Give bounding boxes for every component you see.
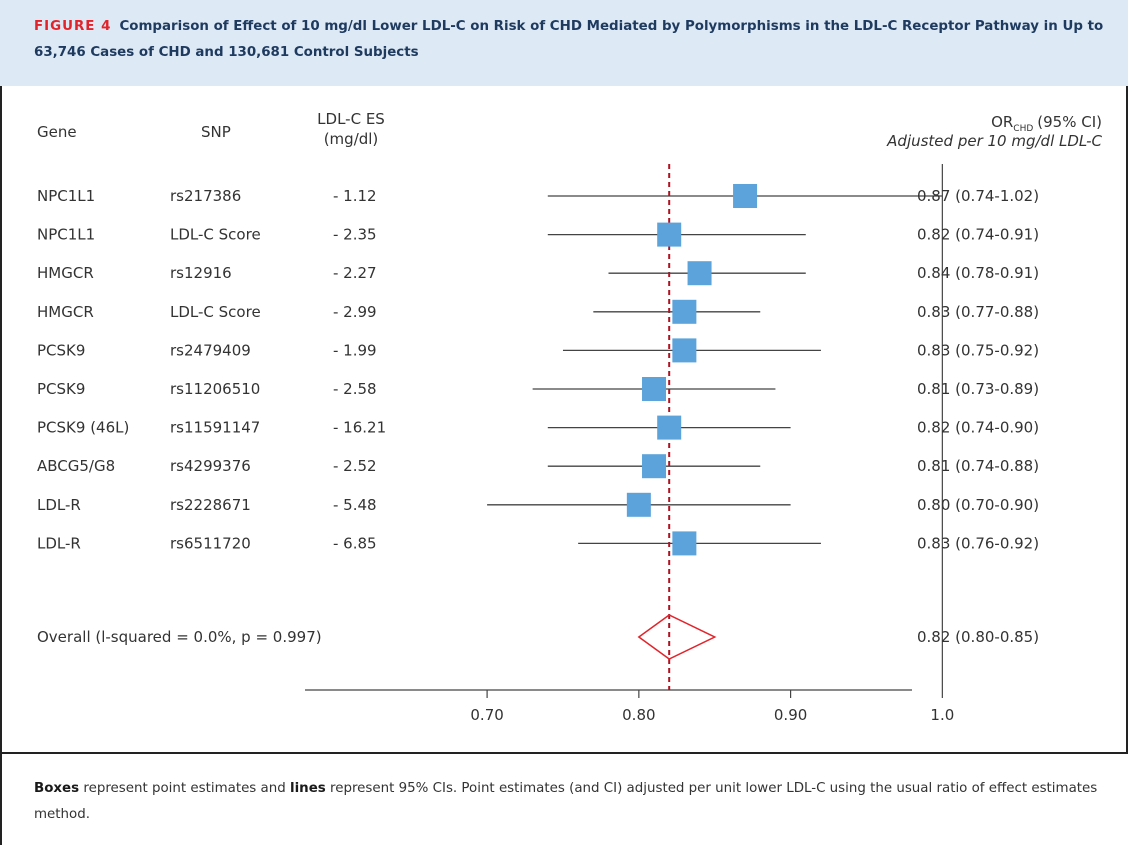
row-or-label: 0.83 (0.76-0.92) — [917, 534, 1039, 552]
forest-row: LDL-R rs6511720 - 6.85 0.83 (0.76-0.92) — [37, 531, 1039, 556]
caption-text-2: represent 95% CIs. Point estimates (and … — [34, 781, 1098, 822]
row-snp: rs4299376 — [170, 457, 251, 475]
overall-or-label: 0.82 (0.80-0.85) — [917, 628, 1039, 646]
header-or-note: Adjusted per 10 mg/dl LDL-C — [886, 132, 1102, 150]
row-gene: PCSK9 — [37, 380, 85, 398]
row-gene: NPC1L1 — [37, 226, 95, 244]
row-snp: rs2479409 — [170, 341, 251, 359]
overall-text: Overall (l-squared = 0.0%, p = 0.997) — [37, 628, 322, 646]
figure-caption: Boxes represent point estimates and line… — [34, 776, 1104, 828]
row-snp: rs11206510 — [170, 380, 260, 398]
x-tick-label: 1.0 — [930, 706, 954, 724]
point-estimate-box — [672, 531, 697, 556]
row-snp: rs217386 — [170, 187, 241, 205]
point-estimate-box — [672, 338, 697, 363]
row-es: - 1.99 — [333, 341, 377, 359]
row-or-label: 0.82 (0.74-0.90) — [917, 419, 1039, 437]
row-or-label: 0.80 (0.70-0.90) — [917, 496, 1039, 514]
x-tick-label: 0.70 — [470, 706, 503, 724]
caption-text-1: represent point estimates and — [79, 781, 290, 796]
point-estimate-box — [657, 222, 682, 247]
forest-rows: NPC1L1 rs217386- 1.12 0.87 (0.74-1.02)NPC1… — [37, 184, 1039, 660]
row-or-label: 0.82 (0.74-0.91) — [917, 226, 1039, 244]
forest-row: LDL-R rs2228671 - 5.48 0.80 (0.70-0.90) — [37, 492, 1039, 517]
point-estimate-box — [733, 184, 758, 208]
row-es: - 16.21 — [333, 419, 386, 437]
header-es-line1: LDL-C ES — [317, 110, 385, 128]
row-snp: LDL-C Score — [170, 303, 261, 321]
title-band — [0, 0, 1128, 86]
caption-bold-lines: lines — [290, 781, 326, 796]
forest-plot: Gene SNP LDL-C ES (mg/dl) ORCHD (95% CI) … — [37, 110, 1103, 724]
row-es: - 2.27 — [333, 264, 377, 282]
forest-row: PCSK9 rs11206510 - 2.58 0.81 (0.73-0.89) — [37, 377, 1039, 401]
row-gene: PCSK9 — [37, 341, 85, 359]
row-es: - 2.99 — [333, 303, 377, 321]
forest-row: PCSK9 (46L) rs11591147 - 16.21 0.82 (0.74-0… — [37, 415, 1039, 440]
row-or-label: 0.83 (0.75-0.92) — [917, 341, 1039, 359]
frame-right — [1126, 86, 1128, 754]
point-estimate-box — [642, 377, 667, 401]
row-gene: LDL-R — [37, 496, 81, 514]
row-snp: rs2228671 — [170, 496, 251, 514]
figure-title: FIGURE 4 Comparison of Effect of 10 mg/dl… — [34, 14, 1114, 66]
row-gene: LDL-R — [37, 534, 81, 552]
figure-label: FIGURE 4 — [34, 19, 112, 34]
point-estimate-box — [626, 492, 651, 517]
row-or-label: 0.83 (0.77-0.88) — [917, 303, 1039, 321]
point-estimate-box — [642, 454, 667, 479]
row-gene: PCSK9 (46L) — [37, 419, 129, 437]
row-es: - 5.48 — [333, 496, 377, 514]
row-snp: rs11591147 — [170, 419, 260, 437]
row-es: - 2.58 — [333, 380, 377, 398]
row-gene: NPC1L1 — [37, 187, 95, 205]
header-or-sub: CHD — [1013, 124, 1033, 134]
overall-row: Overall (l-squared = 0.0%, p = 0.997) 0.8… — [37, 614, 1039, 660]
forest-row: HMGCR LDL-C Score - 2.99 0.83 (0.77-0.88) — [37, 299, 1039, 324]
x-tick-label: 0.90 — [774, 706, 807, 724]
row-gene: HMGCR — [37, 264, 94, 282]
header-or-ci: (95% CI) — [1037, 113, 1102, 131]
forest-row: NPC1L1 rs217386 - 1.12 0.87 (0.74-1.02) — [37, 184, 1039, 208]
column-headers: Gene SNP LDL-C ES (mg/dl) ORCHD (95% CI) … — [37, 110, 1103, 150]
caption-bold-boxes: Boxes — [34, 781, 80, 796]
forest-row: HMGCR rs12916 - 2.27 0.84 (0.78-0.91) — [37, 261, 1039, 286]
header-snp: SNP — [201, 123, 231, 141]
row-es: - 1.12 — [333, 187, 377, 205]
row-or-label: 0.81 (0.73-0.89) — [917, 380, 1039, 398]
figure-title-text: Comparison of Effect of 10 mg/dl Lower L… — [34, 19, 1104, 60]
row-snp: rs6511720 — [170, 534, 251, 552]
header-gene: Gene — [37, 123, 77, 141]
row-snp: rs12916 — [170, 264, 232, 282]
header-or-main: OR — [991, 113, 1013, 131]
plot-axes: 0.70 0.80 0.90 1.0 — [305, 164, 954, 724]
overall-diamond — [637, 614, 717, 660]
caption-divider — [0, 752, 1128, 754]
point-estimate-box — [657, 415, 682, 440]
point-estimate-box — [687, 261, 712, 286]
x-tick-label: 0.80 — [622, 706, 655, 724]
forest-row: PCSK9 rs2479409 - 1.99 0.83 (0.75-0.92) — [37, 338, 1039, 363]
forest-row: ABCG5/G8 rs4299376 - 2.52 0.81 (0.74-0.88) — [37, 454, 1039, 479]
row-or-label: 0.84 (0.78-0.91) — [917, 264, 1039, 282]
row-snp: LDL-C Score — [170, 226, 261, 244]
row-es: - 2.52 — [333, 457, 377, 475]
forest-row: NPC1L1 LDL-C Score - 2.35 0.82 (0.74-0.91) — [37, 222, 1039, 247]
frame-left — [0, 86, 2, 845]
header-or: ORCHD (95% CI) — [991, 113, 1102, 134]
header-es-line2: (mg/dl) — [324, 130, 379, 148]
row-es: - 6.85 — [333, 534, 377, 552]
row-gene: HMGCR — [37, 303, 94, 321]
row-or-label: 0.81 (0.74-0.88) — [917, 457, 1039, 475]
row-gene: ABCG5/G8 — [37, 457, 115, 475]
row-es: - 2.35 — [333, 226, 377, 244]
point-estimate-box — [672, 299, 697, 324]
row-or-label: 0.87 (0.74-1.02) — [917, 187, 1039, 205]
